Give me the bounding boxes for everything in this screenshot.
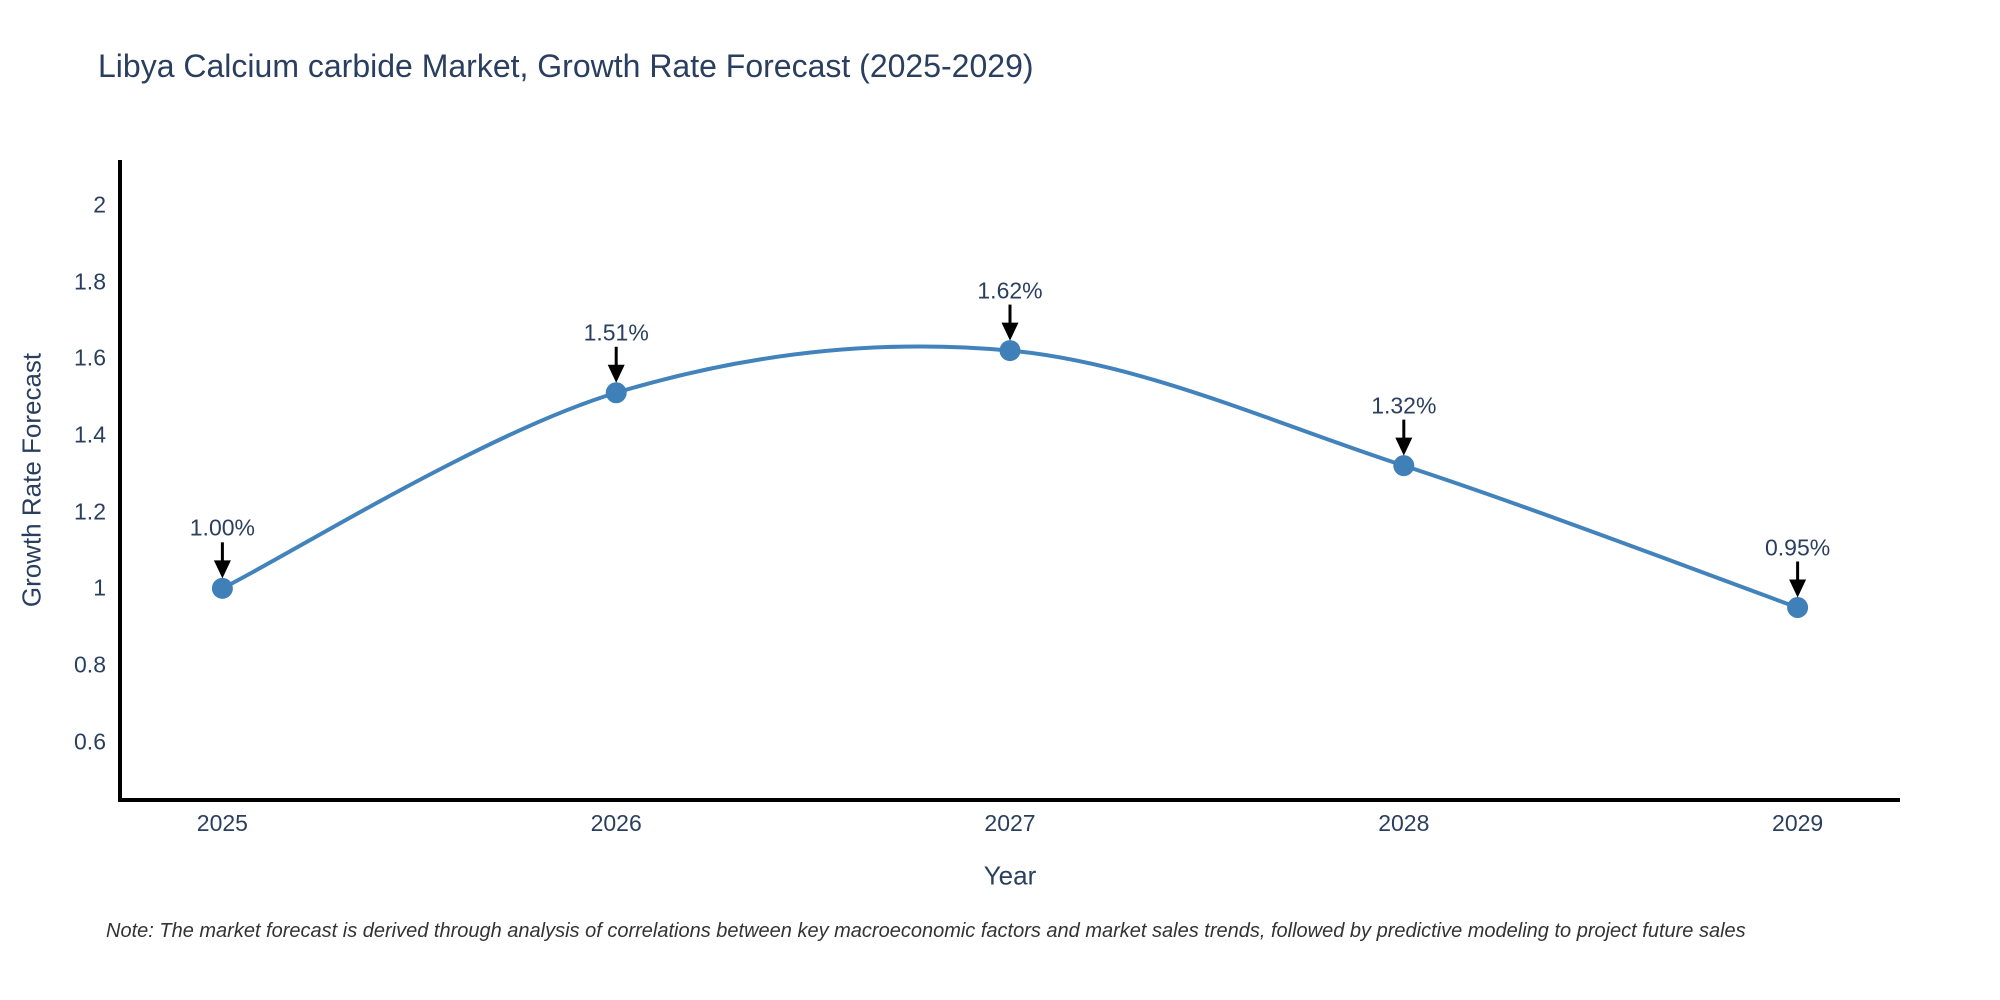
annotation-arrowhead-icon bbox=[1395, 437, 1413, 456]
y-tick-label: 2 bbox=[93, 191, 106, 218]
data-point-marker[interactable] bbox=[1393, 455, 1415, 477]
footnote: Note: The market forecast is derived thr… bbox=[106, 920, 1746, 942]
y-axis-title: Growth Rate Forecast bbox=[16, 352, 47, 608]
data-point-marker[interactable] bbox=[999, 340, 1021, 362]
x-tick-label: 2029 bbox=[1772, 810, 1824, 836]
data-point-marker[interactable] bbox=[1787, 597, 1809, 619]
y-tick-label: 1.4 bbox=[74, 421, 106, 448]
y-tick-label: 0.8 bbox=[74, 651, 106, 678]
y-tick-label: 1.6 bbox=[74, 344, 106, 371]
annotation-arrowhead-icon bbox=[1789, 579, 1807, 598]
growth-rate-line bbox=[220, 344, 1800, 610]
y-tick-label: 1.8 bbox=[74, 268, 106, 295]
x-axis-title: Year bbox=[983, 860, 1037, 891]
data-point-marker[interactable] bbox=[211, 577, 233, 599]
x-tick-label: 2028 bbox=[1378, 810, 1430, 836]
annotation-arrowhead-icon bbox=[1001, 322, 1019, 341]
y-tick-label: 1 bbox=[93, 574, 106, 601]
y-tick-label: 0.6 bbox=[74, 728, 106, 755]
point-label: 1.62% bbox=[977, 277, 1043, 304]
point-label: 1.51% bbox=[583, 319, 649, 346]
point-label: 1.32% bbox=[1371, 392, 1437, 419]
y-tick-label: 1.2 bbox=[74, 498, 106, 525]
point-label: 1.00% bbox=[189, 514, 255, 541]
x-tick-label: 2027 bbox=[984, 810, 1036, 836]
x-tick-label: 2025 bbox=[196, 810, 248, 836]
data-point-marker[interactable] bbox=[605, 382, 627, 404]
chart-title: Libya Calcium carbide Market, Growth Rat… bbox=[98, 48, 1034, 84]
point-label: 0.95% bbox=[1765, 534, 1831, 560]
x-tick-label: 2026 bbox=[590, 810, 642, 836]
annotation-arrowhead-icon bbox=[607, 364, 625, 383]
annotation-arrowhead-icon bbox=[213, 560, 231, 579]
